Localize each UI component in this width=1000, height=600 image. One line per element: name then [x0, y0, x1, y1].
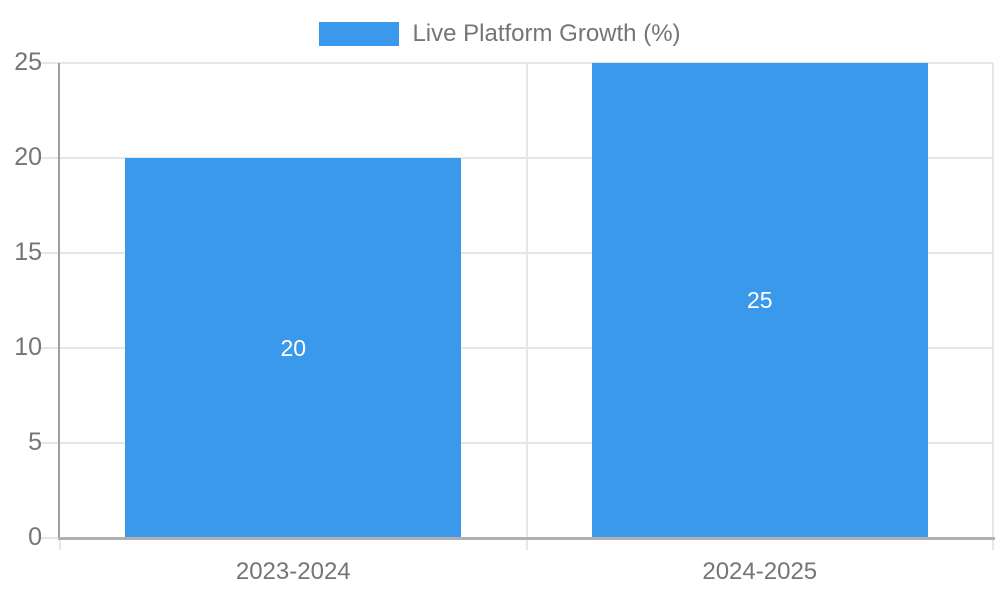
- category-boundary-gridline: [525, 63, 528, 538]
- x-axis-line: [58, 537, 995, 540]
- x-axis-category-label: 2024-2025: [702, 558, 818, 585]
- y-axis-tick-label: 15: [14, 237, 42, 266]
- y-axis-tick-label: 0: [28, 522, 42, 551]
- bar-2023-2024[interactable]: 20: [125, 158, 462, 538]
- y-tick-mark: [40, 62, 60, 64]
- bar-value-label: 20: [280, 334, 307, 361]
- y-axis-tick-label: 10: [14, 332, 42, 361]
- y-axis-line: [58, 63, 60, 540]
- bar-2024-2025[interactable]: 25: [591, 63, 928, 538]
- x-tick-mark: [992, 538, 994, 550]
- category-boundary-gridline: [992, 63, 994, 538]
- y-tick-mark: [40, 537, 60, 539]
- x-tick-mark: [525, 538, 528, 550]
- y-axis-tick-label: 25: [14, 47, 42, 76]
- x-axis-category-label: 2023-2024: [235, 558, 351, 585]
- y-tick-mark: [40, 442, 60, 444]
- x-tick-mark: [59, 538, 61, 550]
- legend-swatch-icon: [319, 22, 400, 46]
- y-tick-mark: [40, 347, 60, 349]
- y-tick-mark: [40, 252, 60, 254]
- chart-legend[interactable]: Live Platform Growth (%): [0, 20, 1000, 48]
- y-axis-tick-label: 5: [28, 427, 42, 456]
- y-axis-tick-label: 20: [14, 142, 42, 171]
- y-tick-mark: [40, 157, 60, 159]
- bar-value-label: 25: [746, 287, 773, 313]
- legend-label: Live Platform Growth (%): [412, 20, 681, 47]
